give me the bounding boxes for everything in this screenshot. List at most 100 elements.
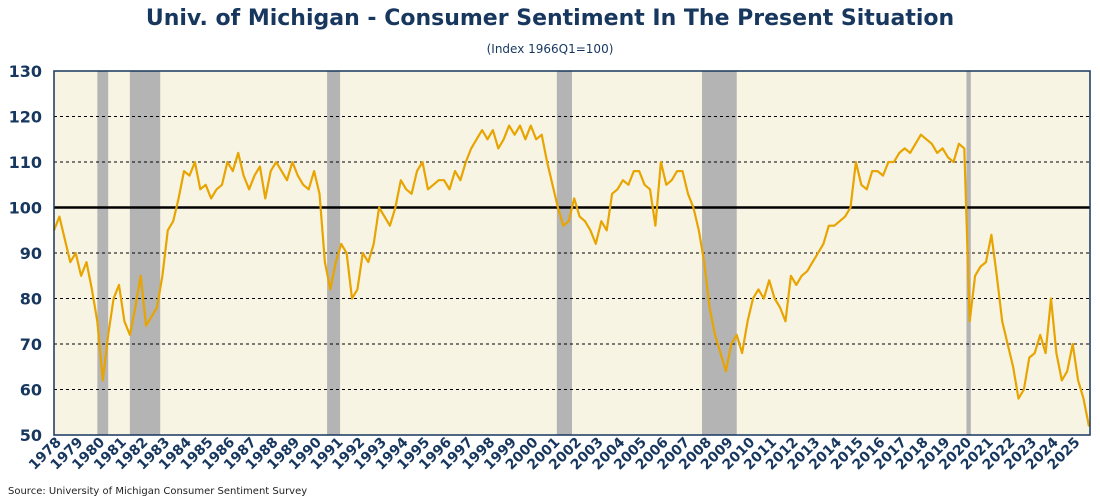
chart-subtitle: (Index 1966Q1=100) (486, 42, 614, 56)
data-point (448, 188, 451, 191)
data-point (269, 170, 272, 172)
data-point (199, 188, 202, 191)
data-point (844, 215, 846, 218)
data-point (643, 183, 646, 186)
data-point (817, 252, 819, 254)
data-point (567, 220, 570, 222)
data-point (183, 170, 185, 172)
data-point (665, 183, 668, 186)
data-point (410, 193, 413, 195)
data-point (985, 261, 987, 263)
data-point (681, 170, 684, 172)
data-point (925, 138, 928, 141)
data-point (123, 320, 126, 323)
data-point (91, 288, 93, 291)
data-point (242, 174, 245, 177)
data-point (383, 215, 386, 218)
data-point (313, 170, 315, 172)
data-point (1066, 370, 1069, 373)
data-point (584, 220, 586, 222)
data-point (979, 265, 982, 268)
data-point (773, 297, 776, 300)
data-point (871, 170, 873, 172)
data-point (286, 179, 288, 181)
data-point (600, 220, 603, 222)
data-point (1001, 320, 1004, 323)
data-point (562, 224, 565, 227)
data-point (367, 261, 370, 263)
data-point (790, 274, 792, 277)
data-point (676, 170, 678, 172)
data-point (475, 138, 478, 141)
data-point (486, 138, 489, 141)
data-point (389, 224, 391, 227)
data-point (627, 183, 630, 186)
data-point (362, 252, 364, 254)
data-point (215, 188, 218, 191)
data-point (1039, 334, 1041, 336)
data-point (513, 133, 516, 136)
y-tick-label: 90 (20, 244, 42, 263)
y-tick-label: 120 (9, 108, 42, 127)
data-point (849, 206, 852, 209)
data-point (74, 252, 77, 254)
data-point (470, 147, 473, 150)
data-point (107, 334, 109, 336)
data-point (264, 197, 267, 200)
data-point (768, 279, 771, 282)
data-point (903, 147, 906, 150)
data-point (1028, 356, 1031, 359)
data-point (714, 334, 716, 336)
data-point (416, 170, 418, 172)
data-point (345, 252, 348, 254)
data-point (210, 197, 212, 200)
data-point (1033, 352, 1036, 354)
data-point (64, 238, 66, 241)
data-point (291, 161, 294, 163)
data-point (670, 179, 673, 181)
data-point (800, 274, 803, 277)
data-point (96, 320, 99, 323)
data-point (85, 261, 88, 263)
data-point (611, 193, 613, 195)
data-point (654, 224, 657, 227)
y-tick-label: 50 (20, 426, 42, 445)
data-point (746, 320, 749, 323)
data-point (757, 288, 760, 291)
data-point (307, 188, 310, 191)
data-point (248, 188, 250, 191)
data-point (546, 161, 548, 163)
data-point (443, 179, 445, 181)
data-point (101, 379, 104, 382)
data-point (351, 297, 353, 300)
data-point (865, 188, 868, 191)
data-point (502, 138, 505, 141)
data-point (838, 220, 841, 222)
data-point (557, 206, 559, 209)
data-point (524, 138, 527, 141)
data-point (687, 193, 689, 195)
data-point (763, 297, 765, 300)
data-point (334, 261, 337, 263)
data-point (275, 161, 277, 163)
data-point (578, 215, 581, 218)
data-point (996, 274, 998, 277)
data-point (69, 261, 72, 263)
y-tick-label: 60 (20, 381, 42, 400)
data-point (129, 334, 131, 336)
data-point (638, 170, 640, 172)
data-point (540, 133, 543, 136)
data-point (427, 188, 429, 191)
data-point (784, 320, 787, 323)
data-point (459, 179, 462, 181)
data-point (1050, 297, 1052, 300)
data-point (80, 274, 82, 277)
data-point (492, 129, 494, 131)
data-point (914, 143, 917, 145)
data-point (708, 306, 711, 309)
chart-title: Univ. of Michigan - Consumer Sentiment I… (145, 6, 955, 31)
data-point (833, 224, 836, 227)
data-point (58, 215, 61, 218)
data-point (963, 147, 966, 150)
